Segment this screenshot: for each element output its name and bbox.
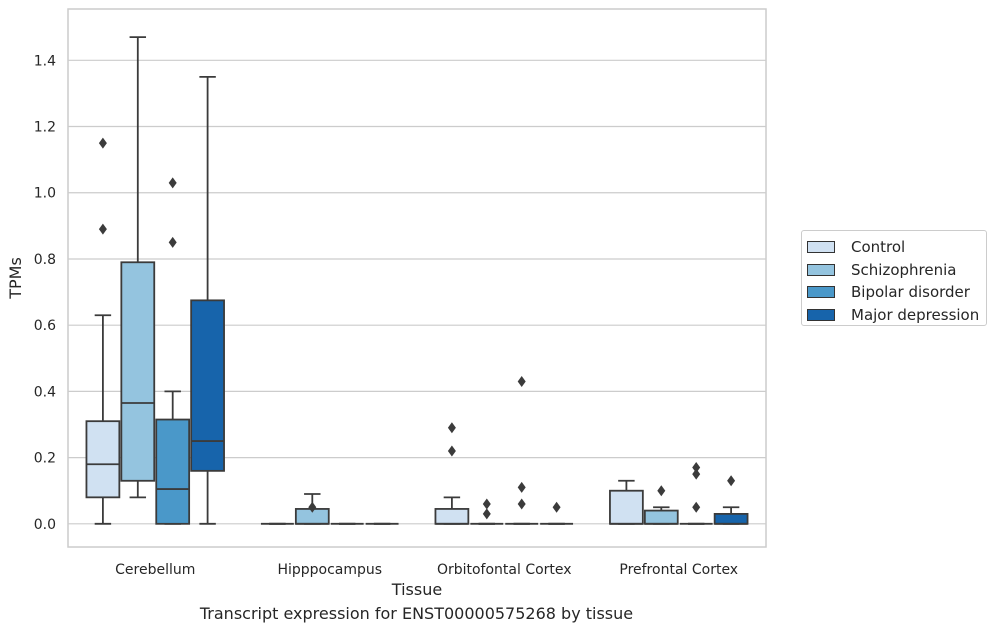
x-tick-label: Hipppocampus bbox=[277, 562, 382, 578]
box bbox=[85, 420, 121, 499]
legend-item: Schizophrenia bbox=[807, 259, 986, 282]
box-schizophrenia bbox=[294, 493, 330, 525]
outlier-point bbox=[168, 236, 177, 248]
x-tick-label: Cerebellum bbox=[115, 562, 195, 578]
box bbox=[643, 509, 679, 525]
box bbox=[155, 418, 191, 525]
outlier-point bbox=[517, 375, 526, 387]
box-schizophrenia bbox=[470, 498, 504, 525]
outlier-point bbox=[168, 177, 177, 189]
outlier-point bbox=[657, 485, 666, 497]
legend-item: Bipolar disorder bbox=[807, 281, 986, 304]
box-major-depression bbox=[540, 501, 574, 525]
outlier-point bbox=[482, 498, 491, 510]
y-axis-label: TPMs bbox=[6, 257, 25, 300]
box-major-depression bbox=[190, 75, 225, 525]
outlier-point bbox=[98, 137, 107, 149]
y-tick-label: 0.2 bbox=[34, 451, 56, 467]
legend-swatch bbox=[807, 308, 835, 321]
box-control bbox=[434, 422, 470, 525]
y-tick-label: 0.8 bbox=[34, 252, 56, 268]
box-schizophrenia bbox=[643, 485, 679, 525]
outlier-point bbox=[447, 422, 456, 434]
box bbox=[713, 512, 749, 525]
outlier-point bbox=[692, 468, 701, 480]
legend-label: Major depression bbox=[851, 305, 980, 324]
legend-label: Control bbox=[851, 238, 906, 257]
box bbox=[434, 508, 470, 525]
chart-caption: Transcript expression for ENST0000057526… bbox=[199, 604, 634, 623]
legend-swatch bbox=[807, 286, 835, 299]
plot-frame bbox=[67, 8, 767, 548]
outlier-point bbox=[692, 501, 701, 513]
box-bipolar-disorder bbox=[155, 177, 191, 525]
box-schizophrenia bbox=[120, 36, 156, 499]
legend: Control Schizophrenia Bipolar disorder Majo… bbox=[801, 230, 987, 326]
outlier-point bbox=[447, 445, 456, 457]
x-tick-label: Prefrontal Cortex bbox=[619, 562, 738, 578]
y-tick-label: 0.0 bbox=[34, 517, 56, 533]
x-tick-labels: Cerebellum Hipppocampus Orbitofontal Corte… bbox=[115, 562, 738, 578]
outlier-point bbox=[308, 501, 317, 513]
x-tick-label: Orbitofontal Cortex bbox=[437, 562, 572, 578]
legend-item: Control bbox=[807, 236, 986, 259]
y-tick-label: 1.2 bbox=[34, 120, 56, 136]
x-axis-label: Tissue bbox=[391, 580, 442, 599]
box bbox=[190, 299, 225, 472]
y-tick-label: 1.4 bbox=[34, 53, 56, 69]
y-tick-labels: 0.0 0.2 0.4 0.6 0.8 1.0 1.2 1.4 bbox=[34, 53, 56, 533]
box-plot-marks bbox=[85, 36, 749, 525]
outlier-point bbox=[552, 501, 561, 513]
legend-label: Schizophrenia bbox=[851, 260, 957, 279]
box-control bbox=[85, 137, 121, 525]
outlier-point bbox=[517, 498, 526, 510]
legend-swatch bbox=[807, 241, 835, 254]
box-major-depression bbox=[713, 475, 749, 525]
box-bipolar-disorder bbox=[679, 462, 713, 525]
legend-swatch bbox=[807, 263, 835, 276]
outlier-point bbox=[98, 223, 107, 235]
outlier-point bbox=[692, 462, 701, 474]
y-tick-label: 0.6 bbox=[34, 318, 56, 334]
legend-label: Bipolar disorder bbox=[851, 283, 970, 302]
box-bipolar-disorder bbox=[505, 375, 539, 525]
outlier-point bbox=[517, 481, 526, 493]
box bbox=[120, 261, 156, 482]
outlier-point bbox=[482, 508, 491, 520]
y-tick-label: 0.4 bbox=[34, 384, 56, 400]
box bbox=[609, 489, 644, 525]
box-control bbox=[609, 479, 644, 525]
legend-item: Major depression bbox=[807, 304, 986, 327]
y-tick-label: 1.0 bbox=[34, 186, 56, 202]
outlier-point bbox=[727, 475, 736, 487]
